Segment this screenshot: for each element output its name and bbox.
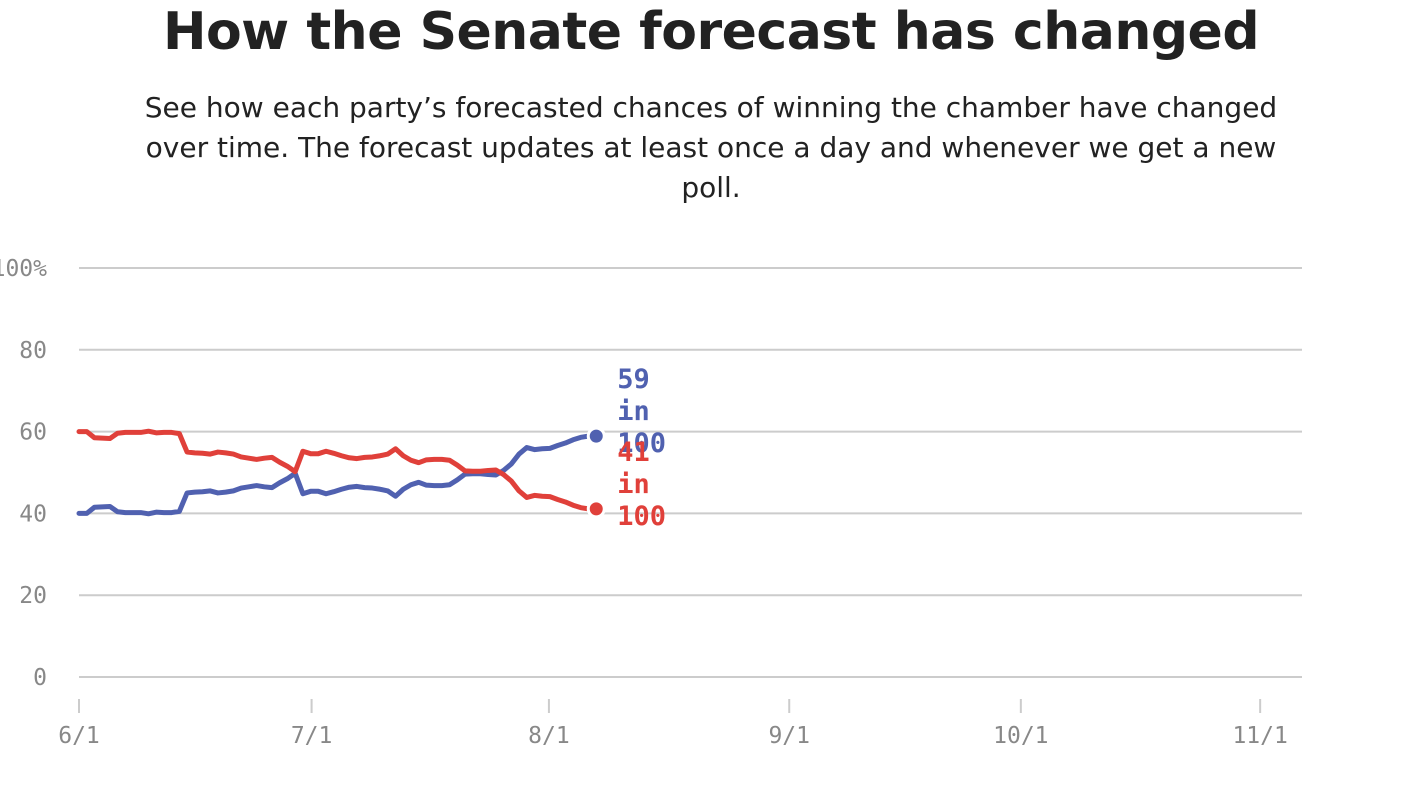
series-end-label-1: 41 in 100 bbox=[617, 437, 666, 532]
series-lines bbox=[76, 428, 599, 517]
y-tick-label-80: 80 bbox=[19, 338, 47, 364]
series-end-markers bbox=[586, 426, 606, 519]
series-end-label-line: 41 bbox=[617, 437, 650, 468]
series-line-1 bbox=[76, 428, 599, 512]
y-tick-label-20: 20 bbox=[19, 583, 47, 609]
x-tick-label-0: 6/1 bbox=[58, 723, 100, 749]
series-end-marker-1 bbox=[586, 499, 606, 519]
series-end-label-line: in bbox=[617, 396, 650, 427]
chart-title: How the Senate forecast has changed bbox=[162, 2, 1260, 62]
x-tick-label-5: 11/1 bbox=[1232, 723, 1287, 749]
chart-subtitle: See how each party’s forecasted chances … bbox=[144, 91, 1278, 204]
series-line-0 bbox=[76, 433, 599, 517]
x-tick-label-4: 10/1 bbox=[993, 723, 1048, 749]
series-end-label-line: 100 bbox=[617, 428, 666, 459]
series-end-label-line: in bbox=[617, 469, 650, 500]
series-end-label-0: 59 in 100 bbox=[617, 364, 666, 459]
x-tick-label-3: 9/1 bbox=[768, 723, 810, 749]
x-tick-label-1: 7/1 bbox=[291, 723, 333, 749]
series-end-marker-0 bbox=[586, 426, 606, 446]
x-axis-labels: 6/1 7/1 8/1 9/1 10/1 11/1 bbox=[58, 723, 1288, 749]
gridlines bbox=[79, 267, 1302, 678]
series-end-label-line: 100 bbox=[617, 501, 666, 532]
y-tick-label-0: 0 bbox=[33, 665, 47, 691]
x-tick-label-2: 8/1 bbox=[528, 723, 570, 749]
series-end-label-line: 59 bbox=[617, 364, 650, 395]
x-axis-ticks bbox=[78, 699, 1262, 713]
y-tick-label-60: 60 bbox=[19, 420, 47, 446]
y-tick-label-40: 40 bbox=[19, 501, 47, 527]
y-tick-label-100: 100% bbox=[0, 256, 47, 282]
y-axis-labels: 0 20 40 60 80 100% bbox=[0, 256, 47, 691]
